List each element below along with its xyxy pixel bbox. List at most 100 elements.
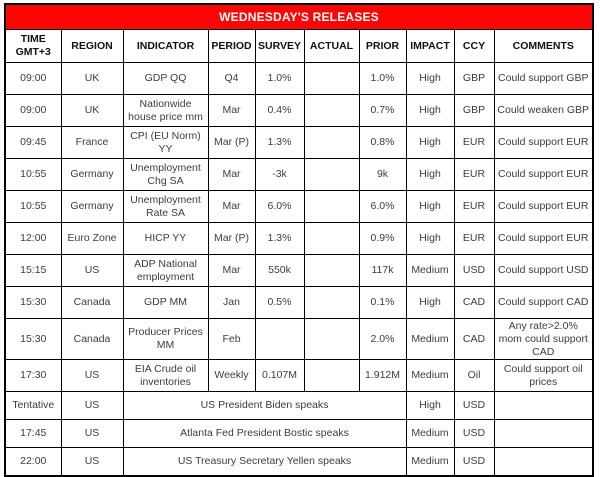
cell-indicator: ADP National employment bbox=[122, 254, 209, 287]
table-row: 17:30 US EIA Crude oil inventories Weekl… bbox=[4, 359, 594, 393]
cell-survey bbox=[254, 317, 305, 361]
cell-period: Jan bbox=[207, 286, 256, 319]
table-row-speech: Tentative US US President Biden speaks H… bbox=[4, 391, 594, 421]
cell-ccy: GBP bbox=[453, 62, 495, 95]
cell-indicator: EIA Crude oil inventories bbox=[122, 359, 209, 393]
cell-prior: 1.912M bbox=[358, 359, 407, 393]
cell-impact: High bbox=[405, 391, 455, 421]
cell-ccy: EUR bbox=[453, 158, 495, 191]
cell-survey: 1.3% bbox=[254, 222, 305, 255]
cell-actual bbox=[303, 254, 360, 287]
cell-region: UK bbox=[60, 94, 124, 127]
cell-time: 15:30 bbox=[4, 317, 62, 361]
cell-region: Euro Zone bbox=[60, 222, 124, 255]
cell-period: Mar bbox=[207, 94, 256, 127]
col-header-comments: COMMENTS bbox=[493, 29, 594, 63]
cell-time: 15:15 bbox=[4, 254, 62, 287]
cell-region: US bbox=[60, 391, 124, 421]
cell-comment bbox=[493, 447, 594, 477]
col-header-prior: PRIOR bbox=[358, 29, 407, 63]
cell-ccy: CAD bbox=[453, 286, 495, 319]
cell-indicator: GDP QQ bbox=[122, 62, 209, 95]
cell-ccy: CAD bbox=[453, 317, 495, 361]
col-header-actual: ACTUAL bbox=[303, 29, 360, 63]
cell-actual bbox=[303, 94, 360, 127]
cell-comment: Could weaken GBP bbox=[493, 94, 594, 127]
cell-indicator: Unemployment Chg SA bbox=[122, 158, 209, 191]
cell-comment: Could support EUR bbox=[493, 126, 594, 159]
table-row: 15:30 Canada GDP MM Jan 0.5% 0.1% High C… bbox=[4, 286, 594, 319]
cell-prior: 0.9% bbox=[358, 222, 407, 255]
cell-impact: High bbox=[405, 190, 455, 223]
cell-event: US President Biden speaks bbox=[122, 391, 407, 421]
cell-actual bbox=[303, 126, 360, 159]
cell-impact: Medium bbox=[405, 419, 455, 449]
cell-time: 17:45 bbox=[4, 419, 62, 449]
cell-survey: 550k bbox=[254, 254, 305, 287]
col-header-impact: IMPACT bbox=[405, 29, 455, 63]
cell-comment: Could support USD bbox=[493, 254, 594, 287]
cell-time: 09:00 bbox=[4, 94, 62, 127]
table-header-row: TIME GMT+3 REGION INDICATOR PERIOD SURVE… bbox=[4, 29, 594, 63]
cell-region: US bbox=[60, 447, 124, 477]
cell-period: Mar bbox=[207, 190, 256, 223]
cell-actual bbox=[303, 62, 360, 95]
cell-ccy: USD bbox=[453, 419, 495, 449]
cell-time: Tentative bbox=[4, 391, 62, 421]
cell-prior: 6.0% bbox=[358, 190, 407, 223]
economic-calendar-page: WEDNESDAY'S RELEASES TIME GMT+3 REGION I… bbox=[4, 3, 594, 477]
col-header-time: TIME GMT+3 bbox=[4, 29, 62, 63]
cell-region: Germany bbox=[60, 158, 124, 191]
cell-impact: High bbox=[405, 62, 455, 95]
cell-survey: 0.4% bbox=[254, 94, 305, 127]
table-row: 09:45 France CPI (EU Norm) YY Mar (P) 1.… bbox=[4, 126, 594, 159]
cell-time: 10:55 bbox=[4, 158, 62, 191]
cell-indicator: CPI (EU Norm) YY bbox=[122, 126, 209, 159]
cell-survey: 1.0% bbox=[254, 62, 305, 95]
cell-region: France bbox=[60, 126, 124, 159]
cell-indicator: GDP MM bbox=[122, 286, 209, 319]
cell-actual bbox=[303, 359, 360, 393]
cell-indicator: Unemployment Rate SA bbox=[122, 190, 209, 223]
cell-time: 10:55 bbox=[4, 190, 62, 223]
cell-prior: 0.7% bbox=[358, 94, 407, 127]
cell-survey: 6.0% bbox=[254, 190, 305, 223]
cell-impact: High bbox=[405, 286, 455, 319]
cell-survey: -3k bbox=[254, 158, 305, 191]
table-row: 10:55 Germany Unemployment Chg SA Mar -3… bbox=[4, 158, 594, 191]
col-header-region: REGION bbox=[60, 29, 124, 63]
cell-period: Mar (P) bbox=[207, 222, 256, 255]
cell-survey: 0.107M bbox=[254, 359, 305, 393]
cell-impact: Medium bbox=[405, 254, 455, 287]
cell-comment: Could support CAD bbox=[493, 286, 594, 319]
cell-region: Germany bbox=[60, 190, 124, 223]
cell-comment bbox=[493, 419, 594, 449]
table-row: 09:00 UK Nationwide house price mm Mar 0… bbox=[4, 94, 594, 127]
cell-impact: High bbox=[405, 222, 455, 255]
table-row: 15:30 Canada Producer Prices MM Feb 2.0%… bbox=[4, 317, 594, 361]
cell-impact: High bbox=[405, 158, 455, 191]
cell-comment: Could support EUR bbox=[493, 222, 594, 255]
table-row-speech: 17:45 US Atlanta Fed President Bostic sp… bbox=[4, 419, 594, 449]
cell-period: Mar bbox=[207, 254, 256, 287]
cell-actual bbox=[303, 222, 360, 255]
cell-actual bbox=[303, 158, 360, 191]
cell-ccy: Oil bbox=[453, 359, 495, 393]
cell-period: Q4 bbox=[207, 62, 256, 95]
table-row: 12:00 Euro Zone HICP YY Mar (P) 1.3% 0.9… bbox=[4, 222, 594, 255]
cell-prior: 2.0% bbox=[358, 317, 407, 361]
table-row-speech: 22:00 US US Treasury Secretary Yellen sp… bbox=[4, 447, 594, 477]
cell-period: Mar bbox=[207, 158, 256, 191]
cell-prior: 0.1% bbox=[358, 286, 407, 319]
cell-time: 22:00 bbox=[4, 447, 62, 477]
cell-ccy: USD bbox=[453, 447, 495, 477]
cell-impact: High bbox=[405, 126, 455, 159]
cell-period: Feb bbox=[207, 317, 256, 361]
cell-region: US bbox=[60, 419, 124, 449]
cell-time: 09:00 bbox=[4, 62, 62, 95]
releases-table: WEDNESDAY'S RELEASES TIME GMT+3 REGION I… bbox=[4, 3, 594, 477]
table-title: WEDNESDAY'S RELEASES bbox=[4, 3, 594, 30]
cell-prior: 117k bbox=[358, 254, 407, 287]
cell-region: US bbox=[60, 359, 124, 393]
cell-actual bbox=[303, 190, 360, 223]
